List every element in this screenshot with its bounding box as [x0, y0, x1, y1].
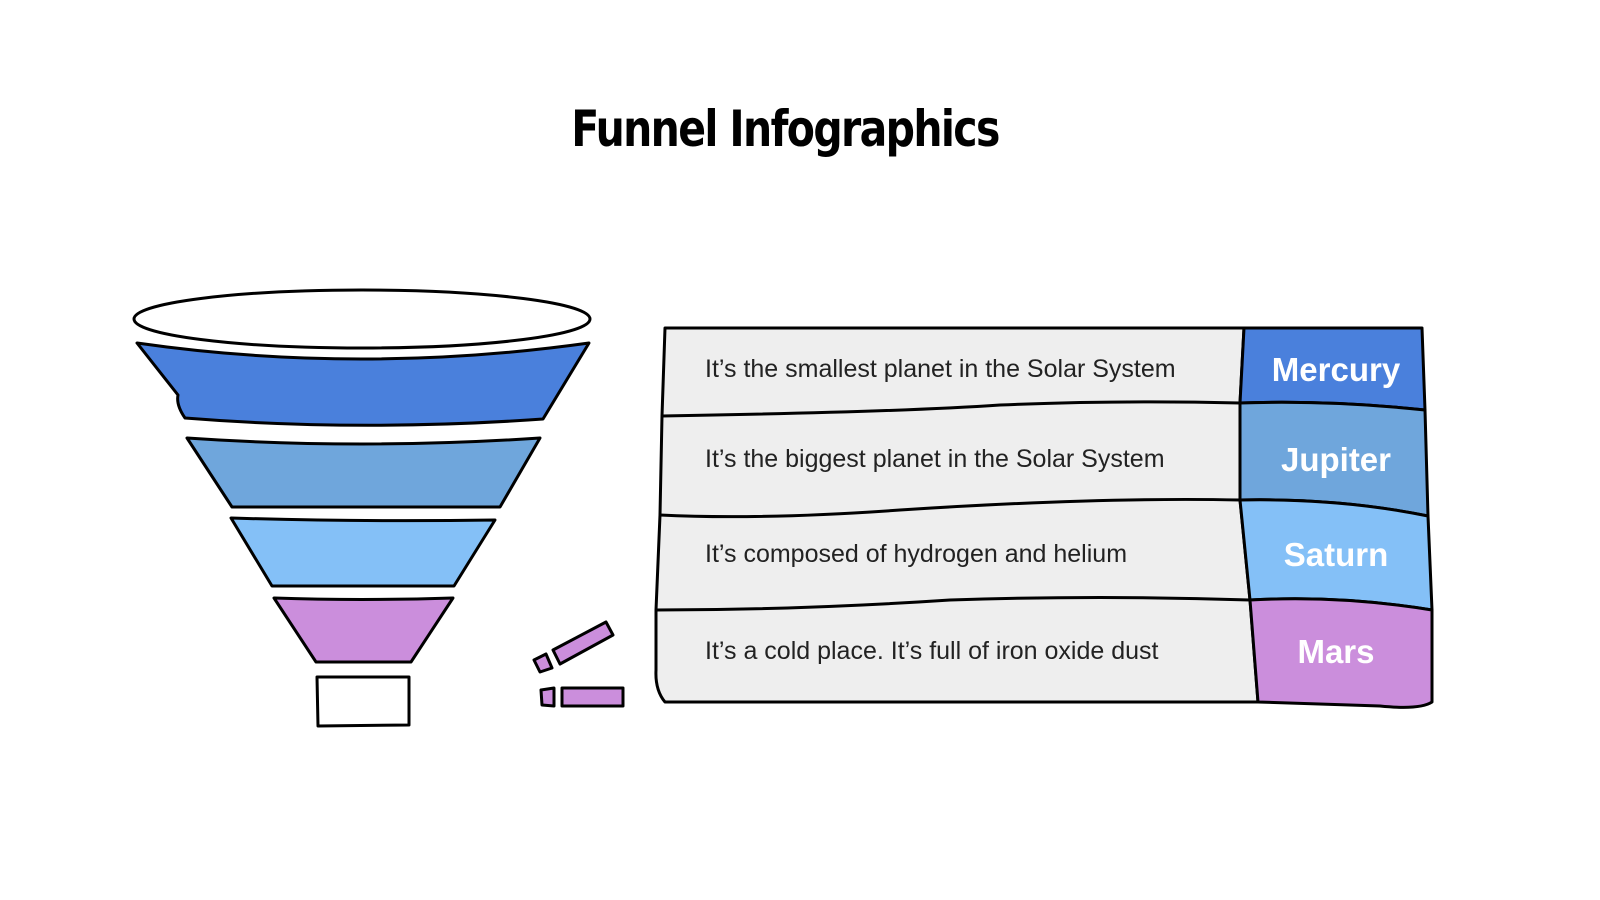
page-title: Funnel Infographics [571, 100, 1000, 158]
row-divider [659, 497, 1241, 519]
row-label-mercury: Mercury [1271, 351, 1401, 388]
funnel-layer-mars [272, 596, 455, 664]
row-divider [661, 400, 1241, 418]
row-label-saturn: Saturn [1283, 536, 1389, 573]
pencil-icon [532, 620, 625, 708]
cell-mars [1248, 597, 1434, 709]
row-divider [655, 596, 1251, 612]
funnel-spout [315, 675, 411, 728]
row-label-jupiter: Jupiter [1280, 441, 1392, 478]
funnel-layer-saturn [229, 516, 497, 588]
row-description-mars: It’s a cold place. It’s full of iron oxi… [705, 637, 1159, 665]
row-description-jupiter: It’s the biggest planet in the Solar Sys… [705, 445, 1165, 473]
row-label-mars: Mars [1297, 633, 1375, 670]
funnel-layer-jupiter [185, 436, 542, 509]
funnel-rim [132, 288, 592, 350]
row-description-saturn: It’s composed of hydrogen and helium [705, 540, 1128, 568]
funnel-layer-mercury [135, 341, 591, 427]
row-description-mercury: It’s the smallest planet in the Solar Sy… [705, 355, 1176, 383]
